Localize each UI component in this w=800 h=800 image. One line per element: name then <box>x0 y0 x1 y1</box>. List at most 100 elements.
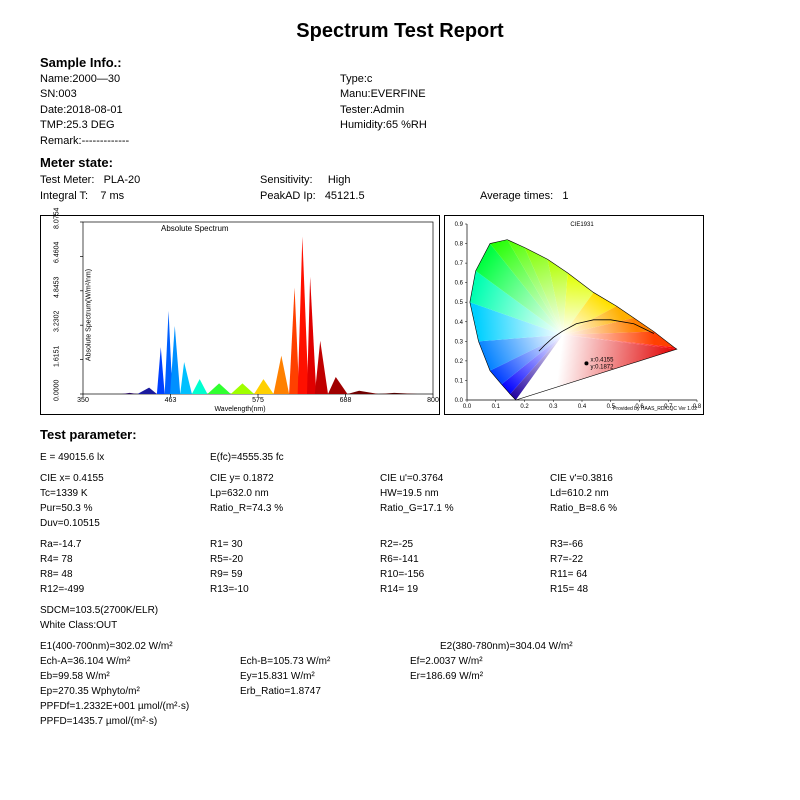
param-cell: R5=-20 <box>210 552 380 567</box>
param-cell: CIE u'=0.3764 <box>380 471 550 486</box>
param-cell: HW=19.5 nm <box>380 486 550 501</box>
report-title: Spectrum Test Report <box>40 20 760 43</box>
param-row: Ech-A=36.104 W/m²Ech-B=105.73 W/m²Ef=2.0… <box>40 654 760 669</box>
param-row: Pur=50.3 %Ratio_R=74.3 %Ratio_G=17.1 %Ra… <box>40 501 760 516</box>
param-cell: PPFDf=1.2332E+001 µmol/(m²·s) <box>40 699 210 714</box>
param-cell: Eb=99.58 W/m² <box>40 669 240 684</box>
avg-value: 1 <box>562 190 568 202</box>
param-cell: R14= 19 <box>380 582 550 597</box>
param-cell: E = 49015.6 lx <box>40 450 210 465</box>
param-row: Ep=270.35 Wphyto/m²Erb_Ratio=1.8747 <box>40 684 760 699</box>
spectrum-x-label: Wavelength(nm) <box>214 406 265 413</box>
param-cell: R1= 30 <box>210 537 380 552</box>
spectrum-x-tick: 688 <box>340 397 352 404</box>
svg-text:0.9: 0.9 <box>455 222 464 228</box>
spectrum-y-tick: 6.4604 <box>54 242 61 263</box>
parameter-grid: E = 49015.6 lxE(fc)=4555.35 fc CIE x= 0.4… <box>40 450 760 729</box>
param-cell: Ratio_R=74.3 % <box>210 501 380 516</box>
humidity-label: Humidity: <box>340 119 386 131</box>
param-cell: R13=-10 <box>210 582 380 597</box>
name-label: Name: <box>40 73 72 85</box>
param-cell: E2(380-780nm)=304.04 W/m² <box>440 639 610 654</box>
param-cell: Lp=632.0 nm <box>210 486 380 501</box>
param-cell: Ra=-14.7 <box>40 537 210 552</box>
param-cell: E(fc)=4555.35 fc <box>210 450 380 465</box>
svg-text:0.4: 0.4 <box>455 320 464 326</box>
svg-text:Provided by HAAS_RD/CQC Ver 1.: Provided by HAAS_RD/CQC Ver 1.02 <box>613 406 697 412</box>
test-parameter-header: Test parameter: <box>40 427 760 442</box>
spectrum-y-tick: 4.8453 <box>54 276 61 297</box>
tmp-label: TMP: <box>40 119 66 131</box>
svg-text:0.3: 0.3 <box>549 404 558 410</box>
sample-row-5: Remark:------------- <box>40 134 760 149</box>
param-row: CIE x= 0.4155CIE y= 0.1872CIE u'=0.3764C… <box>40 471 760 486</box>
test-meter-value: PLA-20 <box>104 174 141 186</box>
param-row: Tc=1339 KLp=632.0 nmHW=19.5 nmLd=610.2 n… <box>40 486 760 501</box>
meter-row-2: Integral T: 7 ms PeakAD Ip: 45121.5 Aver… <box>40 188 760 205</box>
type-value: c <box>367 73 373 85</box>
param-cell: R3=-66 <box>550 537 720 552</box>
svg-text:0.6: 0.6 <box>455 281 464 287</box>
tester-label: Tester: <box>340 104 373 116</box>
humidity-value: 65 %RH <box>386 119 427 131</box>
param-cell <box>240 639 440 654</box>
spectrum-y-tick: 1.6151 <box>54 345 61 366</box>
peakad-value: 45121.5 <box>325 190 365 202</box>
peakad-label: PeakAD Ip: <box>260 190 316 202</box>
spectrum-x-tick: 800 <box>427 397 439 404</box>
param-row: PPFD=1435.7 µmol/(m²·s) <box>40 714 760 729</box>
sensitivity-value: High <box>328 174 351 186</box>
param-cell: Duv=0.10515 <box>40 516 210 531</box>
svg-text:x:0.4155: x:0.4155 <box>590 357 614 363</box>
svg-text:0.5: 0.5 <box>455 300 464 306</box>
spectrum-x-tick: 350 <box>77 397 89 404</box>
tester-value: Admin <box>373 104 404 116</box>
svg-text:0.4: 0.4 <box>578 404 587 410</box>
svg-text:0.1: 0.1 <box>455 378 464 384</box>
param-cell: Ratio_G=17.1 % <box>380 501 550 516</box>
svg-text:0.8: 0.8 <box>455 242 464 248</box>
svg-text:0.0: 0.0 <box>463 404 472 410</box>
param-cell: Pur=50.3 % <box>40 501 210 516</box>
param-cell: Ey=15.831 W/m² <box>240 669 410 684</box>
avg-label: Average times: <box>480 190 553 202</box>
svg-text:y:0.1872: y:0.1872 <box>590 364 614 370</box>
name-value: 2000—30 <box>72 73 120 85</box>
param-cell: Erb_Ratio=1.8747 <box>240 684 410 699</box>
sn-value: 003 <box>58 88 76 100</box>
param-cell: SDCM=103.5(2700K/ELR) <box>40 603 210 618</box>
svg-text:0.2: 0.2 <box>520 404 529 410</box>
param-row: Ra=-14.7R1= 30R2=-25R3=-66 <box>40 537 760 552</box>
param-row: SDCM=103.5(2700K/ELR) <box>40 603 760 618</box>
svg-text:0.1: 0.1 <box>492 404 501 410</box>
spectrum-x-tick: 575 <box>252 397 264 404</box>
cie-chart: 0.00.10.20.30.40.50.60.70.80.00.10.20.30… <box>444 215 704 415</box>
param-cell: E1(400-700nm)=302.02 W/m² <box>40 639 240 654</box>
manu-value: EVERFINE <box>371 88 426 100</box>
meter-row-1: Test Meter: PLA-20 Sensitivity: High <box>40 172 760 189</box>
remark-value: ------------- <box>82 135 130 147</box>
type-label: Type: <box>340 73 367 85</box>
test-meter-label: Test Meter: <box>40 174 94 186</box>
param-cell: Ech-B=105.73 W/m² <box>240 654 410 669</box>
param-cell: Tc=1339 K <box>40 486 210 501</box>
sample-row-2: SN:003 Manu:EVERFINE <box>40 87 760 102</box>
param-cell: Er=186.69 W/m² <box>410 669 580 684</box>
remark-label: Remark: <box>40 135 82 147</box>
spectrum-chart-title: Absolute Spectrum <box>161 224 229 233</box>
svg-text:0.3: 0.3 <box>455 339 464 345</box>
tmp-value: 25.3 DEG <box>66 119 114 131</box>
svg-text:0.7: 0.7 <box>455 261 464 267</box>
param-cell: PPFD=1435.7 µmol/(m²·s) <box>40 714 210 729</box>
svg-text:0.2: 0.2 <box>455 359 464 365</box>
sensitivity-label: Sensitivity: <box>260 174 313 186</box>
date-value: 2018-08-01 <box>66 104 122 116</box>
param-row: R12=-499R13=-10R14= 19R15= 48 <box>40 582 760 597</box>
param-cell: R2=-25 <box>380 537 550 552</box>
param-cell: R10=-156 <box>380 567 550 582</box>
param-row: PPFDf=1.2332E+001 µmol/(m²·s) <box>40 699 760 714</box>
spectrum-y-tick: 8.0754 <box>54 208 61 229</box>
param-row: Eb=99.58 W/m²Ey=15.831 W/m²Er=186.69 W/m… <box>40 669 760 684</box>
spectrum-chart: Absolute Spectrum Absolute Spectrum(W/m²… <box>40 215 440 415</box>
param-row: Duv=0.10515 <box>40 516 760 531</box>
